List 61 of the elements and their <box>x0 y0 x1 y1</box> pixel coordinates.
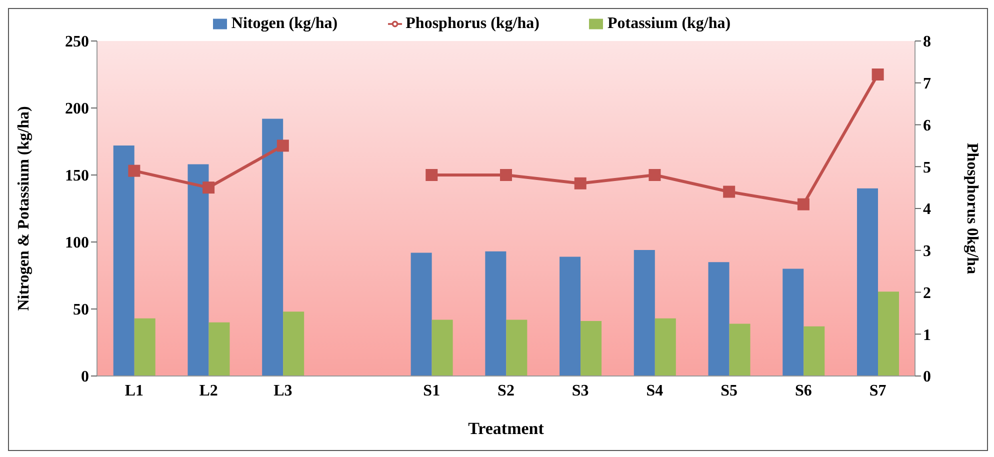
legend-label: Nitogen (kg/ha) <box>231 15 338 32</box>
x-tick-label: S6 <box>795 382 812 400</box>
point <box>276 140 289 152</box>
y-tick-label: 150 <box>65 168 89 185</box>
x-tick-label: S3 <box>572 382 589 400</box>
point <box>648 169 661 181</box>
bar <box>485 251 506 376</box>
y2-tick-label: 8 <box>923 34 931 51</box>
point <box>872 68 884 80</box>
legend-label: Potassium (kg/ha) <box>607 15 731 32</box>
y2-tick-label: 2 <box>923 284 931 302</box>
x-tick-label: S4 <box>646 382 664 400</box>
y-tick-label: 200 <box>65 100 89 118</box>
bar <box>410 252 432 376</box>
x-tick-label: S5 <box>720 382 738 400</box>
y2-axis-title: Phosphorus 0kg/ha <box>963 142 980 274</box>
point <box>426 169 438 181</box>
y2-tick-label: 4 <box>923 201 931 218</box>
point <box>797 198 810 210</box>
bar <box>782 268 804 376</box>
bar <box>729 324 750 376</box>
bar <box>113 146 134 376</box>
bar <box>878 292 899 376</box>
y-tick-label: 0 <box>81 368 89 386</box>
y-tick-label: 100 <box>65 234 89 252</box>
bar <box>432 320 453 376</box>
bar <box>188 164 209 376</box>
x-tick-label: L1 <box>124 382 144 400</box>
bar <box>580 321 602 376</box>
point <box>500 169 512 181</box>
y-tick-label: 50 <box>73 302 89 319</box>
y2-tick-label: 6 <box>923 117 931 134</box>
x-tick-label: S7 <box>869 382 886 400</box>
point <box>128 164 140 177</box>
y2-tick-label: 0 <box>923 368 931 386</box>
y2-tick-label: 3 <box>923 243 931 260</box>
y-axis-title: Nitrogen & Potassium (kg/ha) <box>16 106 33 311</box>
bar <box>262 118 284 376</box>
bar <box>634 250 655 376</box>
bar <box>134 318 156 376</box>
x-tick-label: L3 <box>274 382 292 400</box>
y2-tick-label: 1 <box>923 326 931 344</box>
y-tick-label: 250 <box>65 34 89 51</box>
y2-tick-label: 7 <box>923 76 931 93</box>
point <box>723 186 736 198</box>
point <box>574 177 586 190</box>
bar <box>560 256 581 376</box>
bar <box>506 320 528 376</box>
x-axis-title: Treatment <box>468 419 544 438</box>
y2-tick-label: 5 <box>923 159 931 176</box>
bar <box>283 312 304 376</box>
x-tick-label: S2 <box>498 382 514 400</box>
bar <box>804 326 825 376</box>
bar <box>708 262 730 376</box>
point <box>202 182 215 194</box>
legend-label: Phosphorus (kg/ha) <box>406 15 540 32</box>
x-tick-label: S1 <box>423 382 440 400</box>
bar <box>654 318 676 376</box>
x-tick-label: L2 <box>199 382 218 400</box>
bar <box>856 188 878 376</box>
bar <box>208 322 230 376</box>
